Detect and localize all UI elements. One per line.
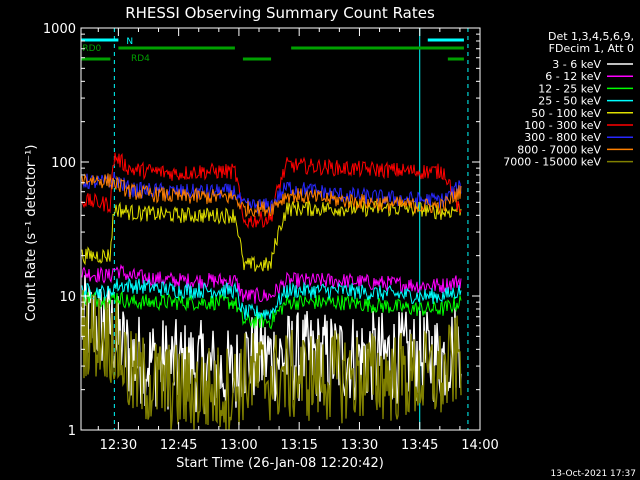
flag-label: N [126, 37, 133, 47]
plot-frame [80, 27, 481, 431]
x-tick-label: 13:45 [401, 438, 438, 453]
y-tick-label: 1 [68, 424, 76, 439]
legend-label: 800 - 7000 keV [517, 143, 601, 156]
legend-label: 300 - 800 keV [524, 131, 601, 144]
x-tick-label: 12:30 [100, 438, 137, 453]
series-line [81, 198, 462, 272]
legend-label: 50 - 100 keV [531, 107, 601, 120]
flag-label: RD4 [131, 54, 150, 64]
series-line [81, 263, 462, 304]
series-line [81, 172, 462, 214]
flag-label: RD0 [82, 44, 101, 54]
footer-date: 13-Oct-2021 17:37 [551, 469, 636, 479]
series-line [81, 289, 462, 330]
series-line [81, 173, 462, 218]
legend-label: 12 - 25 keV [538, 82, 601, 95]
legend-label: 3 - 6 keV [552, 58, 601, 71]
series-line [81, 152, 462, 230]
chart-title: RHESSI Observing Summary Count Rates [125, 4, 435, 22]
legend-label: 6 - 12 keV [545, 70, 601, 83]
legend-label: 7000 - 15000 keV [503, 156, 601, 169]
y-tick-label: 100 [51, 156, 76, 171]
series-line [81, 277, 462, 320]
y-tick-label: 1000 [43, 22, 76, 37]
series-line [81, 289, 462, 431]
x-tick-label: 13:15 [280, 438, 317, 453]
legend-label: 100 - 300 keV [524, 119, 601, 132]
legend-header-line-1: Det 1,3,4,5,6,9, [548, 30, 634, 43]
x-tick-label: 13:30 [341, 438, 378, 453]
y-axis-label: Count Rate (s⁻¹ detector⁻¹) [24, 145, 39, 322]
legend-header-line-2: FDecim 1, Att 0 [549, 42, 634, 55]
x-axis-label: Start Time (26-Jan-08 12:20:42) [176, 456, 384, 471]
x-tick-label: 13:00 [220, 438, 257, 453]
x-tick-label: 14:00 [461, 438, 498, 453]
legend-label: 25 - 50 keV [538, 95, 601, 108]
y-tick-label: 10 [59, 290, 76, 305]
x-tick-label: 12:45 [160, 438, 197, 453]
